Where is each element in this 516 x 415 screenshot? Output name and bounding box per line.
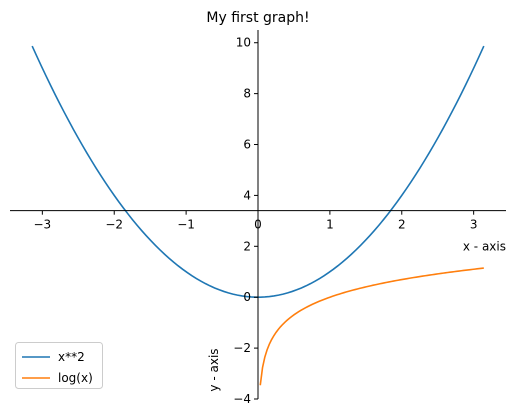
y-tick-label: 4 (243, 188, 251, 202)
legend-box (15, 342, 103, 389)
legend: x**2 log(x) (15, 342, 103, 389)
x-axis-ticks: −3 −2 −1 0 1 2 3 (33, 210, 478, 232)
series-line-1 (259, 267, 484, 386)
y-tick-label: 6 (243, 138, 251, 152)
x-tick-label: 1 (326, 218, 334, 232)
x-tick-label: −2 (105, 218, 123, 232)
x-tick-label: 2 (398, 218, 406, 232)
y-tick-label: 10 (236, 36, 251, 50)
chart-title: My first graph! (206, 10, 309, 26)
y-tick-label: −2 (233, 341, 251, 355)
legend-label: x**2 (58, 350, 85, 364)
y-axis-ticks: −4 −2 0 2 4 6 8 10 (233, 36, 258, 406)
y-tick-label: −4 (233, 392, 251, 406)
legend-label: log(x) (58, 371, 93, 385)
x-tick-label: 0 (254, 218, 262, 232)
y-tick-label: 2 (243, 239, 251, 253)
x-tick-label: −1 (177, 218, 195, 232)
y-tick-label: 8 (243, 87, 251, 101)
x-tick-label: −3 (33, 218, 51, 232)
y-tick-label: 0 (243, 290, 251, 304)
x-axis-title: x - axis (463, 240, 506, 254)
x-tick-label: 3 (470, 218, 478, 232)
y-axis-title: y - axis (207, 348, 221, 391)
